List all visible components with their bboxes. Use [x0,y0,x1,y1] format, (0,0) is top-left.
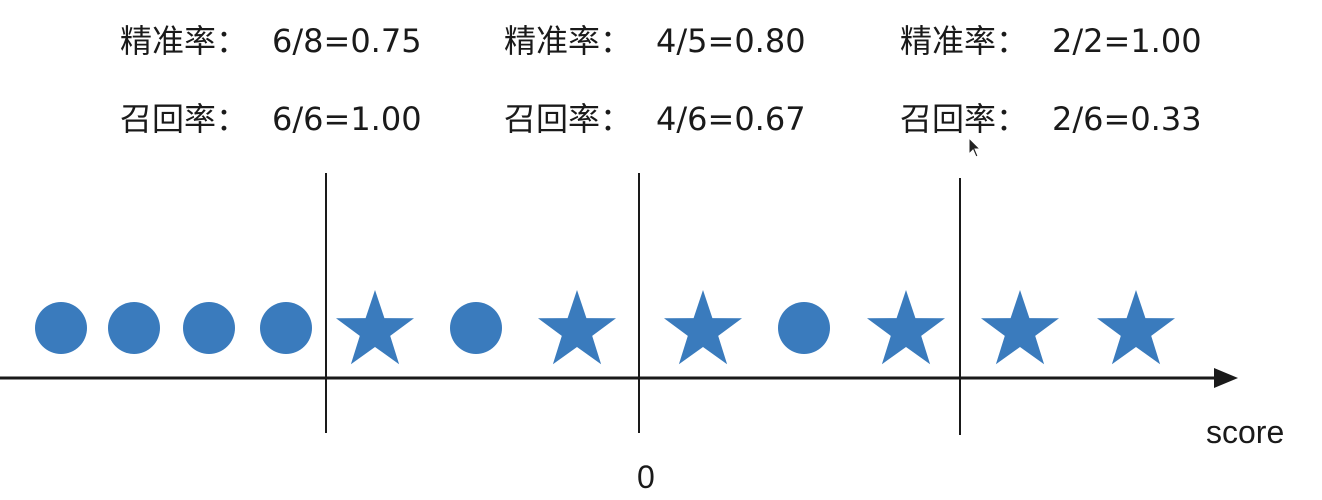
star-marker [981,290,1059,365]
circle-marker [35,302,87,354]
star-marker [336,290,414,365]
precision-value: 4/5=0.80 [656,22,806,60]
axis-arrowhead [1214,368,1238,388]
circle-marker [778,302,830,354]
star-marker [664,290,742,365]
axis-label: score [1206,414,1284,450]
circle-marker [450,302,502,354]
recall-value: 2/6=0.33 [1052,100,1202,138]
threshold-1-metrics: 精准率： 6/8=0.75 召回率： 6/6=1.00 [120,22,422,138]
mouse-cursor-icon [968,136,982,158]
zero-label: 0 [637,459,655,495]
precision-value: 2/2=1.00 [1052,22,1202,60]
recall-value: 6/6=1.00 [272,100,422,138]
circle-marker [183,302,235,354]
star-marker [1097,290,1175,365]
threshold-3-metrics: 精准率： 2/2=1.00 召回率： 2/6=0.33 [900,22,1202,138]
recall-label: 召回率： [120,100,248,138]
threshold-2-metrics: 精准率： 4/5=0.80 召回率： 4/6=0.67 [504,22,806,138]
recall-label: 召回率： [900,100,1028,138]
circle-marker [260,302,312,354]
recall-value: 4/6=0.67 [656,100,806,138]
circle-marker [108,302,160,354]
precision-value: 6/8=0.75 [272,22,422,60]
star-marker [538,290,616,365]
star-marker [867,290,945,365]
precision-label: 精准率： [120,22,248,60]
precision-label: 精准率： [504,22,632,60]
recall-label: 召回率： [504,100,632,138]
precision-label: 精准率： [900,22,1028,60]
sample-markers [35,290,1175,365]
